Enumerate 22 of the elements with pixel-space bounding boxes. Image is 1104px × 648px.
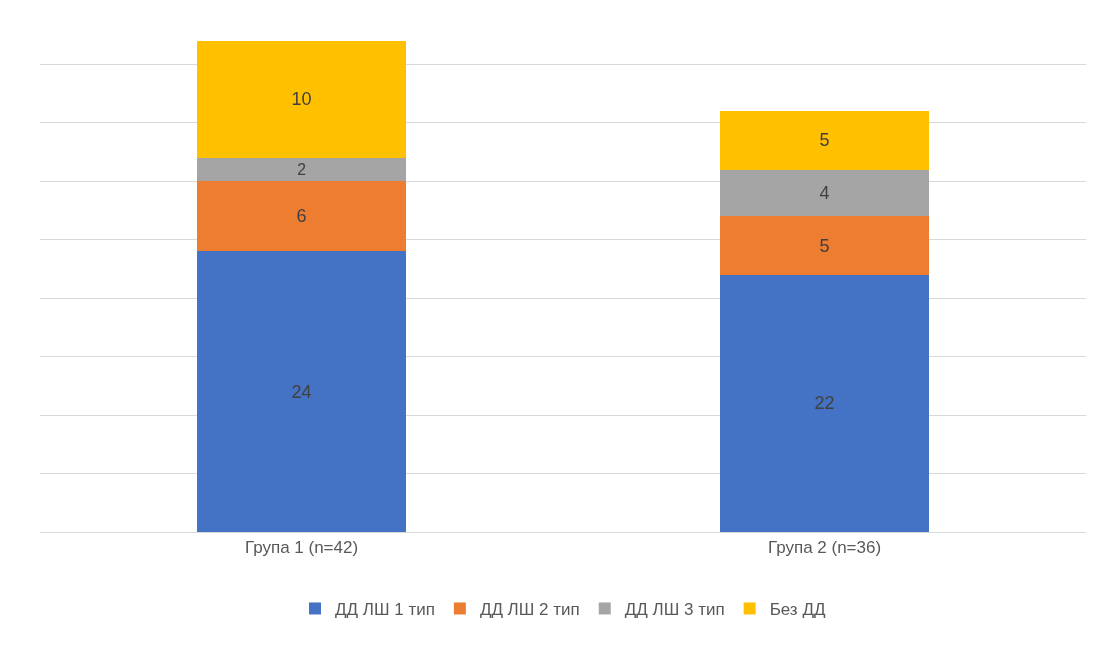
data-label: 24: [291, 381, 312, 402]
data-label: 5: [819, 130, 830, 151]
bar: [719, 216, 930, 275]
data-label: 2: [297, 160, 306, 178]
legend-label: ДД ЛШ 3 тип: [624, 600, 725, 620]
data-label: 10: [291, 89, 312, 110]
bar: [196, 251, 407, 532]
bar: [196, 41, 407, 158]
data-label: 5: [819, 235, 830, 256]
data-label: 4: [819, 182, 830, 203]
bar: [196, 181, 407, 252]
legend-label: ДД ЛШ 1 тип: [335, 600, 435, 620]
bar: [196, 157, 407, 182]
data-label: 6: [296, 206, 307, 227]
bar: [719, 274, 930, 532]
legend-label: ДД ЛШ 2 тип: [479, 600, 580, 620]
bar: [719, 169, 930, 217]
x-tick-label: Група 1 (n=42): [244, 538, 359, 558]
x-tick-label: Група 2 (n=36): [767, 538, 882, 558]
legend-label: Без ДД: [769, 600, 826, 620]
data-label: 22: [814, 393, 835, 414]
bar: [719, 111, 930, 170]
